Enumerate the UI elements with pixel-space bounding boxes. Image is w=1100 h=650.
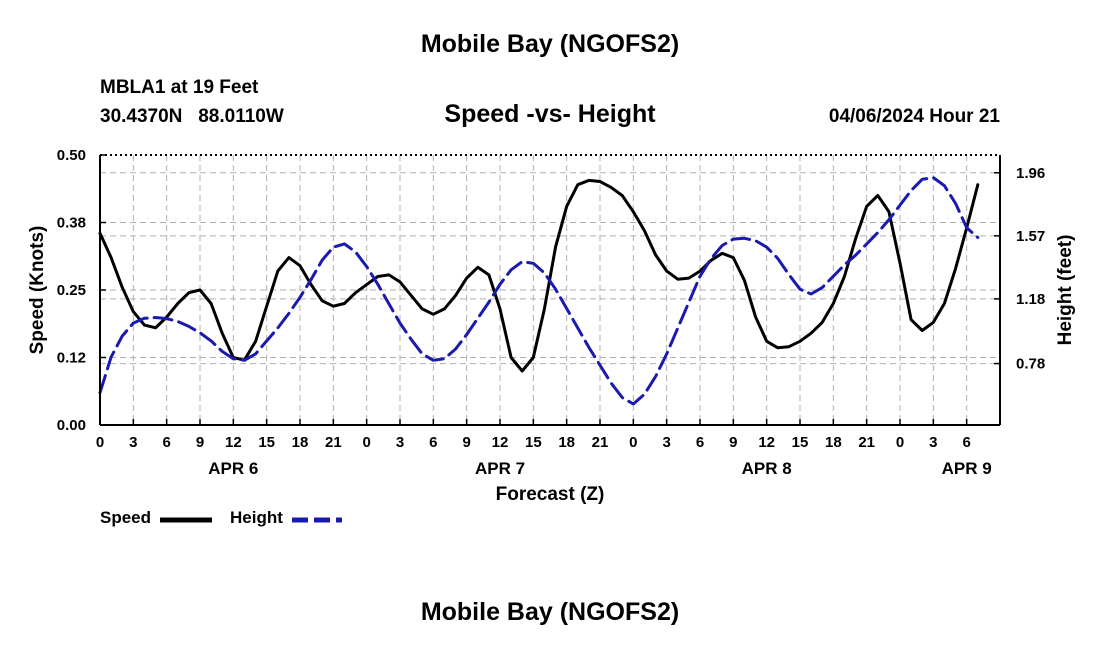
x-day-label: APR 8 [742,459,792,478]
forecast-datetime: 04/06/2024 Hour 21 [828,106,1000,127]
left-tick-label: 0.00 [57,417,86,434]
x-tick-label: 12 [492,434,509,451]
x-tick-label: 21 [592,434,609,451]
left-tick-label: 0.25 [57,282,86,299]
x-tick-label: 18 [558,434,575,451]
main-title: Mobile Bay (NGOFS2) [420,30,680,58]
x-tick-label: 9 [729,434,737,451]
x-tick-label: 0 [96,434,104,451]
left-tick-label: 0.12 [57,350,86,367]
height-series-line [98,176,980,406]
x-tick-label: 9 [196,434,204,451]
left-tick-label: 0.50 [57,147,86,164]
right-tick-label: 0.78 [1016,356,1045,373]
right-tick-label: 1.57 [1016,228,1045,245]
axes: 0 3 6 9 12 15 18 21 0 3 6 9 12 15 18 21 0 3 6 9 12 15 18 21 0 3 6 A… [57,147,1045,478]
x-tick-label: 21 [858,434,875,451]
x-tick-label: 3 [662,434,670,451]
right-tick-label: 1.96 [1016,165,1045,182]
x-axis-title: Forecast (Z) [496,484,605,505]
right-tick-label: 1.18 [1016,291,1045,308]
right-axis-title: Height (feet) [1055,235,1076,346]
x-tick-label: 6 [962,434,970,451]
x-tick-label: 0 [896,434,904,451]
x-tick-label: 3 [396,434,404,451]
station-name: MBLA1 at 19 Feet [100,77,259,98]
x-tick-label: 3 [929,434,937,451]
x-day-label: APR 6 [208,459,258,478]
x-tick-label: 6 [162,434,170,451]
legend-height-label: Height [230,508,283,527]
station-coordinates: 30.4370N 88.0110W [100,106,284,127]
x-tick-label: 9 [462,434,470,451]
x-tick-label: 18 [292,434,309,451]
x-tick-label: 15 [525,434,542,451]
grid [100,155,1000,425]
x-tick-label: 18 [825,434,842,451]
x-tick-label: 6 [429,434,437,451]
x-tick-label: 21 [325,434,342,451]
speed-series-line [98,178,980,373]
x-tick-label: 0 [362,434,370,451]
x-day-label: APR 9 [942,459,992,478]
x-tick-label: 3 [129,434,137,451]
x-tick-label: 15 [792,434,809,451]
legend-speed-label: Speed [100,508,152,527]
series-layer [98,176,980,406]
x-tick-label: 0 [629,434,637,451]
x-tick-label: 12 [225,434,242,451]
x-tick-label: 12 [758,434,775,451]
x-tick-label: 6 [696,434,704,451]
left-tick-label: 0.38 [57,215,86,232]
chart-title: Speed -vs- Height [444,100,656,128]
x-day-label: APR 7 [475,459,525,478]
footer-title: Mobile Bay (NGOFS2) [420,598,680,626]
left-axis-title: Speed (Knots) [27,226,48,355]
x-tick-label: 15 [258,434,275,451]
